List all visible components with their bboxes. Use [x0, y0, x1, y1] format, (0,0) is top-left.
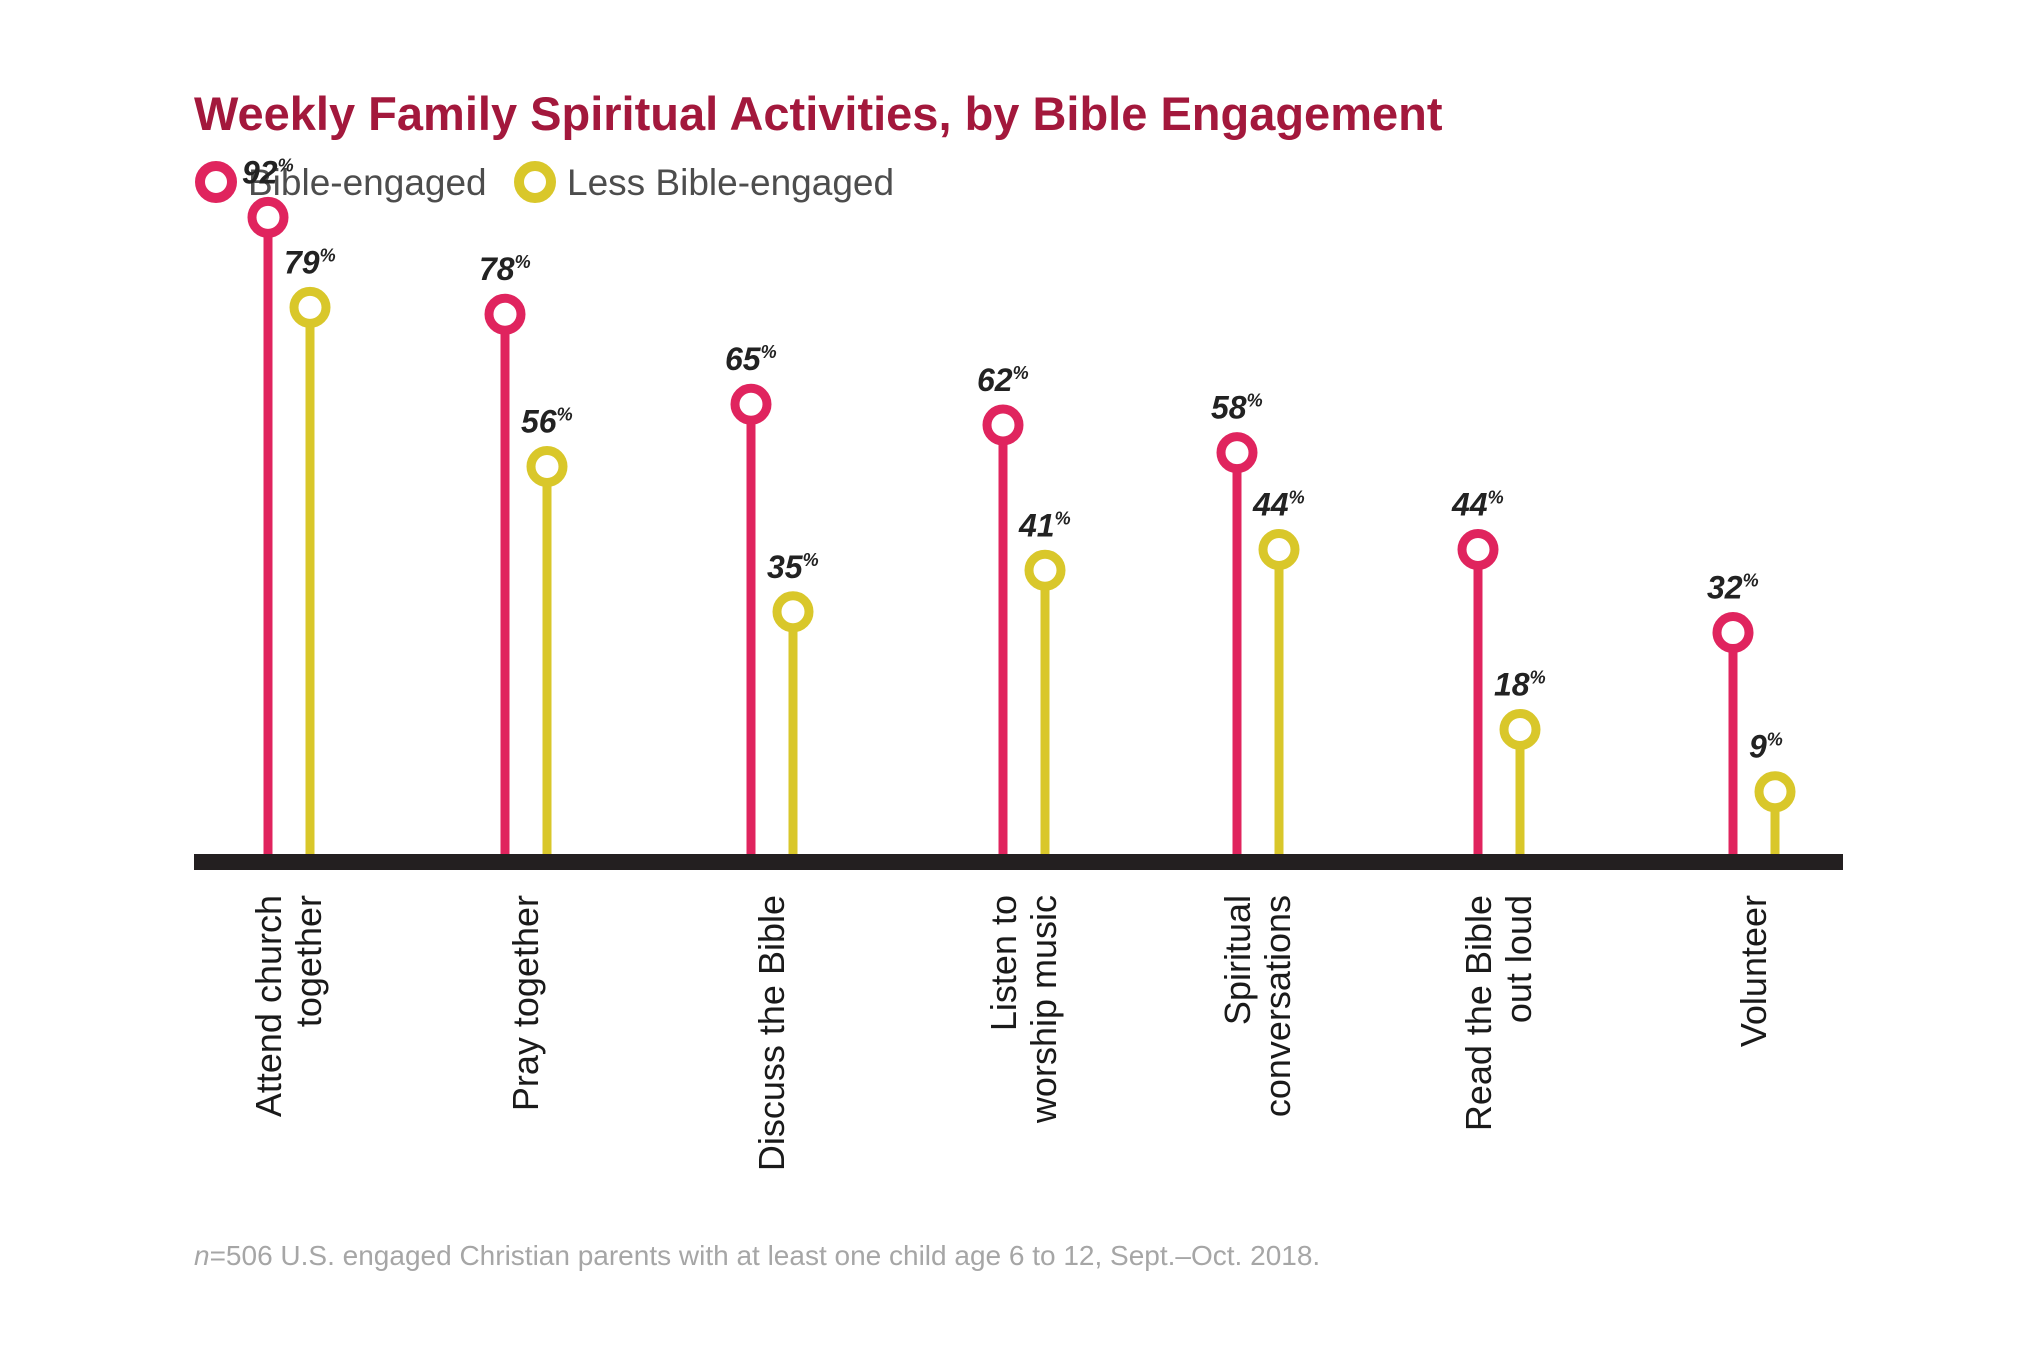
data-value: 44	[1252, 487, 1289, 523]
footnote-n: n	[194, 1240, 210, 1271]
data-value: 62	[977, 362, 1013, 398]
chart-title: Weekly Family Spiritual Activities, by B…	[194, 87, 1443, 140]
point-less-engaged-read-the-bible-out-loud	[1499, 708, 1541, 750]
category-label-line: Spiritual	[1217, 895, 1258, 1025]
category-label-line: together	[288, 895, 329, 1027]
x-axis-baseline	[194, 854, 1843, 870]
category-labels: Attend church together Pray together Discus…	[248, 895, 1774, 1171]
data-value: 78	[479, 251, 515, 287]
point-bible-engaged-read-the-bible-out-loud	[1457, 529, 1499, 571]
data-value-unit: %	[1530, 667, 1546, 687]
point-bible-engaged-spiritual-conversations	[1216, 432, 1258, 474]
legend-marker-bible-engaged	[195, 161, 237, 203]
data-label-less-engaged-volunteer: 9%	[1749, 729, 1783, 765]
data-value: 35	[767, 549, 804, 585]
footnote-text: =506 U.S. engaged Christian parents with…	[210, 1240, 1321, 1271]
data-value-unit: %	[803, 550, 819, 570]
data-value: 65	[725, 341, 762, 377]
data-value-unit: %	[761, 342, 777, 362]
point-less-engaged-attend-church-together	[289, 286, 331, 328]
data-value-unit: %	[1247, 391, 1263, 411]
category-label-line: Discuss the Bible	[751, 895, 792, 1171]
data-label-less-engaged-listen-to-worship-music: 41%	[1018, 507, 1071, 543]
point-less-engaged-spiritual-conversations	[1258, 529, 1300, 571]
data-value: 41	[1018, 507, 1055, 543]
data-value: 9	[1749, 729, 1767, 765]
data-label-less-engaged-attend-church-together: 79%	[284, 244, 336, 280]
data-value-unit: %	[1767, 730, 1783, 750]
data-value: 58	[1211, 390, 1247, 426]
category-label-pray-together: Pray together	[505, 895, 546, 1111]
category-label-line: Attend church	[248, 895, 289, 1117]
data-value-unit: %	[320, 245, 336, 265]
data-label-bible-engaged-read-the-bible-out-loud: 44%	[1451, 487, 1504, 523]
data-value-unit: %	[515, 252, 531, 272]
category-label-line: Pray together	[505, 895, 546, 1111]
data-label-bible-engaged-pray-together: 78%	[479, 251, 531, 287]
point-less-engaged-pray-together	[526, 445, 568, 487]
point-less-engaged-listen-to-worship-music	[1024, 549, 1066, 591]
data-label-less-engaged-read-the-bible-out-loud: 18%	[1494, 666, 1546, 702]
data-label-less-engaged-spiritual-conversations: 44%	[1252, 487, 1305, 523]
legend-label-less-engaged: Less Bible-engaged	[567, 162, 894, 203]
data-label-bible-engaged-listen-to-worship-music: 62%	[977, 362, 1029, 398]
data-value-unit: %	[1743, 571, 1759, 591]
legend-label-bible-engaged: Bible-engaged	[248, 162, 487, 203]
data-value-unit: %	[557, 404, 573, 424]
footnote: n=506 U.S. engaged Christian parents wit…	[194, 1240, 1320, 1271]
data-value: 56	[521, 403, 557, 439]
data-value-unit: %	[1055, 508, 1071, 528]
data-label-less-engaged-pray-together: 56%	[521, 403, 573, 439]
data-label-less-engaged-discuss-the-bible: 35%	[767, 549, 819, 585]
point-bible-engaged-pray-together	[484, 293, 526, 335]
data-value-unit: %	[1013, 363, 1029, 383]
category-label-spiritual-conversations: Spiritual conversations	[1217, 895, 1298, 1117]
category-label-line: conversations	[1257, 895, 1298, 1117]
legend-marker-less-engaged	[514, 161, 556, 203]
data-label-bible-engaged-discuss-the-bible: 65%	[725, 341, 777, 377]
data-value-unit: %	[1289, 488, 1305, 508]
category-label-line: Listen to	[983, 895, 1024, 1031]
category-label-volunteer: Volunteer	[1733, 895, 1774, 1047]
category-label-read-the-bible-out-loud: Read the Bible out loud	[1458, 895, 1539, 1131]
data-value: 44	[1451, 487, 1488, 523]
data-value: 32	[1707, 570, 1743, 606]
plot-area: 92%79% 78%56%65%35%62%41%58%44% 44%18%32%9…	[242, 154, 1796, 854]
data-label-bible-engaged-attend-church-together: 92%	[242, 154, 294, 190]
point-less-engaged-volunteer	[1754, 771, 1796, 813]
data-value: 18	[1494, 666, 1530, 702]
point-bible-engaged-attend-church-together	[247, 196, 289, 238]
data-value: 92	[242, 154, 278, 190]
category-label-line: Read the Bible	[1458, 895, 1499, 1131]
point-bible-engaged-listen-to-worship-music	[982, 404, 1024, 446]
category-label-line: worship music	[1023, 895, 1064, 1124]
legend: Bible-engaged Less Bible-engaged	[195, 161, 894, 203]
category-label-line: out loud	[1498, 895, 1539, 1023]
data-label-bible-engaged-spiritual-conversations: 58%	[1211, 390, 1263, 426]
point-bible-engaged-discuss-the-bible	[730, 383, 772, 425]
data-value-unit: %	[1488, 488, 1504, 508]
category-label-listen-to-worship-music: Listen to worship music	[983, 895, 1064, 1124]
category-label-line: Volunteer	[1733, 895, 1774, 1047]
category-label-discuss-the-bible: Discuss the Bible	[751, 895, 792, 1171]
data-value: 79	[284, 244, 320, 280]
point-bible-engaged-volunteer	[1712, 612, 1754, 654]
data-value-unit: %	[278, 155, 294, 175]
data-label-bible-engaged-volunteer: 32%	[1707, 570, 1759, 606]
point-less-engaged-discuss-the-bible	[772, 591, 814, 633]
category-label-attend-church-together: Attend church together	[248, 895, 329, 1117]
